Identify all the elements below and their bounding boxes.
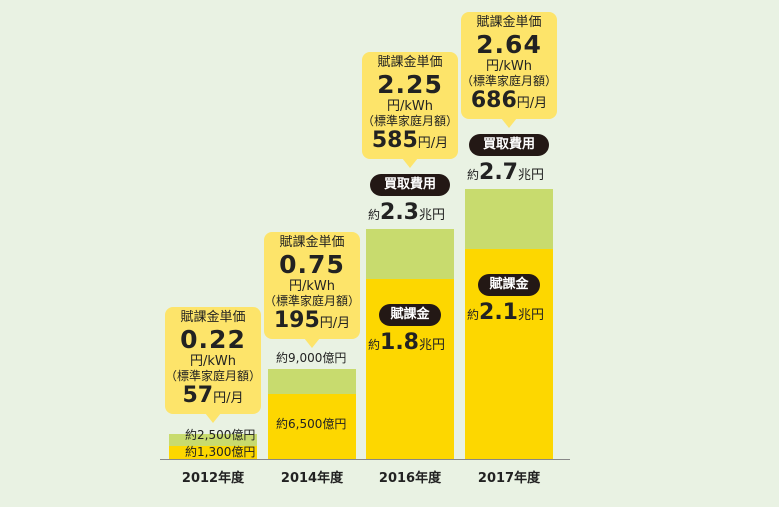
unit-price-callout: 賦課金単価 0.75 円/kWh （標準家庭月額） 195円/月 — [264, 232, 361, 348]
total-value-label: 約2,500億円 — [185, 426, 255, 443]
total-value-label-unit: 兆円 — [419, 208, 446, 223]
callout-sub: （標準家庭月額） — [461, 73, 558, 88]
callout-price: 2.64 — [476, 29, 542, 59]
callout-unit: 円/kWh — [189, 353, 236, 369]
callout-unit: 円/kWh — [386, 98, 433, 114]
callout-unit: 円/kWh — [288, 278, 335, 294]
levy-value-label-value: 1.8 — [380, 330, 419, 355]
callout-monthly-unit: 円/月 — [213, 391, 244, 407]
unit-price-callout: 賦課金単価 2.25 円/kWh （標準家庭月額） 585円/月 — [362, 52, 459, 168]
levy-value-label-prefix: 約 — [185, 445, 198, 459]
callout-label: 賦課金単価 — [279, 235, 345, 250]
x-axis-line — [160, 459, 570, 460]
bar-levy — [268, 394, 356, 459]
callout-price: 0.75 — [279, 249, 345, 279]
callout-monthly-value: 585 — [371, 128, 418, 154]
callout-price: 2.25 — [377, 69, 443, 99]
total-value-label: 約9,000億円 — [276, 349, 346, 366]
callout-monthly-value: 57 — [182, 383, 214, 409]
callout-price: 0.22 — [180, 324, 246, 354]
total-value-label-unit: 兆円 — [518, 168, 545, 183]
total-value-label-unit: 2,500億円 — [197, 428, 256, 442]
purchase-cost-pill: 買取費用 — [469, 134, 549, 156]
total-value-label-value: 2.3 — [380, 200, 419, 225]
levy-value-label-prefix: 約 — [368, 338, 381, 352]
total-value-label: 約2.3兆円 — [368, 200, 445, 225]
levy-value-label-unit: 6,500億円 — [288, 417, 347, 431]
total-value-label-prefix: 約 — [368, 208, 381, 222]
callout-monthly: 57円/月 — [165, 383, 261, 408]
levy-value-label-unit: 兆円 — [419, 338, 446, 353]
unit-price-callout: 賦課金単価 0.22 円/kWh （標準家庭月額） 57円/月 — [165, 307, 262, 423]
callout-label: 賦課金単価 — [180, 310, 246, 325]
callout-monthly-unit: 円/月 — [516, 96, 548, 112]
callout-sub: （標準家庭月額） — [264, 293, 361, 308]
callout-sub: （標準家庭月額） — [165, 368, 262, 383]
x-tick-label: 2012年度 — [181, 471, 245, 486]
total-value-label: 約2.7兆円 — [467, 160, 544, 185]
levy-value-label: 約1.8兆円 — [368, 330, 445, 355]
purchase-cost-pill: 買取費用 — [370, 174, 450, 196]
bar-levy — [169, 446, 257, 459]
levy-value-label: 約6,500億円 — [276, 415, 346, 432]
total-value-label-prefix: 約 — [185, 428, 198, 442]
callout-unit: 円/kWh — [485, 58, 532, 74]
callout-monthly: 686円/月 — [461, 88, 557, 113]
unit-price-callout: 賦課金単価 2.64 円/kWh （標準家庭月額） 686円/月 — [461, 12, 558, 128]
levy-value-label: 約2.1兆円 — [467, 300, 544, 325]
levy-value-label-prefix: 約 — [467, 308, 480, 322]
callout-label: 賦課金単価 — [377, 55, 443, 70]
callout-monthly-value: 195 — [273, 308, 320, 334]
total-value-label-prefix: 約 — [276, 351, 289, 365]
levy-value-label-unit: 兆円 — [518, 308, 545, 323]
callout-monthly-unit: 円/月 — [417, 136, 449, 152]
callout-monthly-value: 686 — [470, 88, 517, 114]
levy-value-label-prefix: 約 — [276, 417, 289, 431]
x-tick-label: 2014年度 — [280, 471, 344, 486]
levy-value-label-unit: 1,300億円 — [197, 445, 256, 459]
total-value-label-prefix: 約 — [467, 168, 480, 182]
callout-monthly: 585円/月 — [362, 128, 458, 153]
callout-monthly: 195円/月 — [264, 308, 360, 333]
callout-sub: （標準家庭月額） — [362, 113, 459, 128]
total-value-label-unit: 9,000億円 — [288, 351, 347, 365]
levy-pill: 賦課金 — [478, 274, 540, 296]
levy-pill: 賦課金 — [379, 304, 441, 326]
x-tick-label: 2016年度 — [378, 471, 442, 486]
callout-label: 賦課金単価 — [476, 15, 542, 30]
total-value-label-value: 2.7 — [479, 160, 518, 185]
levy-value-label-value: 2.1 — [479, 300, 518, 325]
x-tick-label: 2017年度 — [477, 471, 541, 486]
levy-value-label: 約1,300億円 — [185, 443, 255, 460]
callout-monthly-unit: 円/月 — [319, 316, 351, 332]
